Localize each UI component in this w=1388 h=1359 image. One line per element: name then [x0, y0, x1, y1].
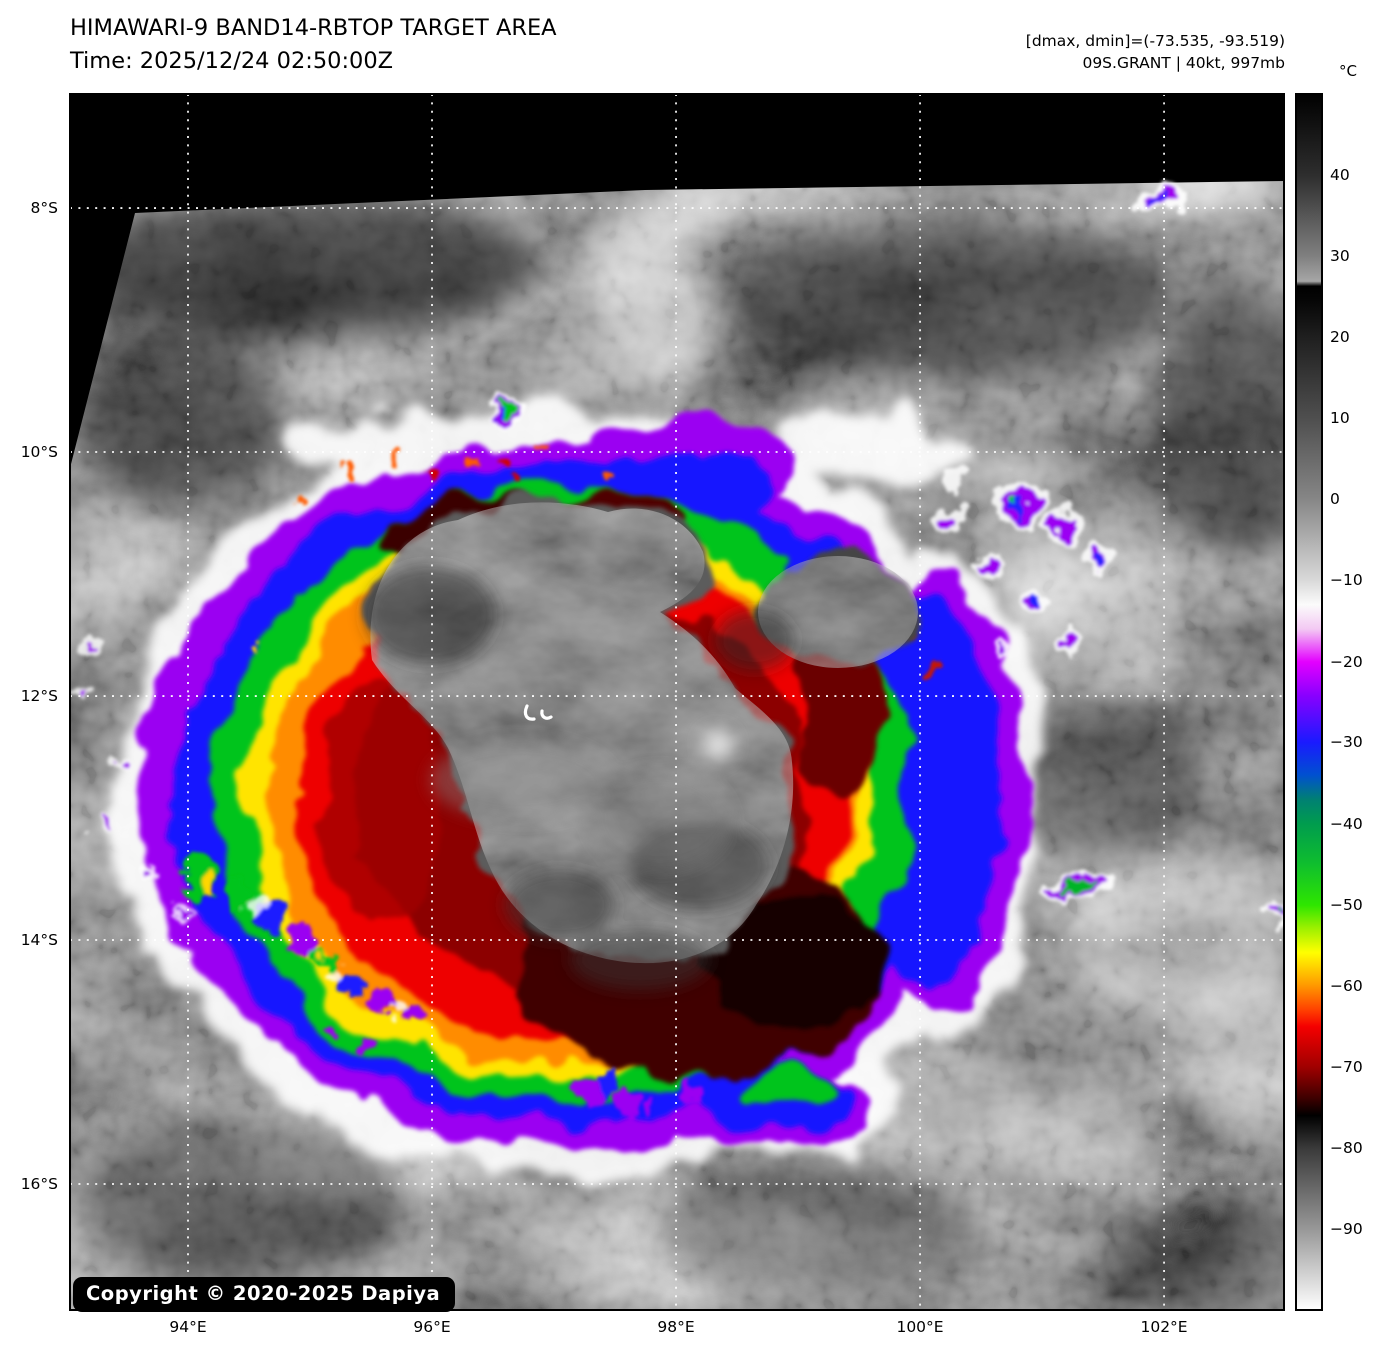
colorbar-tick-label: 10 [1330, 409, 1350, 428]
lon-tick-label: 100°E [896, 1318, 944, 1336]
lat-tick-label: 14°S [20, 930, 58, 949]
lon-tick-label: 98°E [657, 1318, 695, 1336]
colorbar-tick-label: −30 [1330, 733, 1363, 752]
gridlines [70, 94, 1284, 1310]
lat-tick-label: 10°S [20, 442, 58, 461]
colorbar-tick-label: −80 [1330, 1138, 1363, 1157]
colorbar-unit-label: °C [1339, 62, 1357, 80]
colorbar-tick-label: 0 [1330, 490, 1340, 509]
colorbar-ticks: 40 30 20 10 0 −10 −20 −30 −40 −50 −60 −70 −80 −90 [1330, 94, 1388, 1310]
lat-tick-label: 12°S [20, 687, 58, 706]
colorbar [1295, 93, 1323, 1311]
latitude-axis: 8°S 10°S 12°S 14°S 16°S [0, 94, 62, 1310]
scattered-cold-clouds [77, 188, 1284, 1113]
colorbar-gradient [1296, 94, 1322, 1310]
dmax-dmin-annotation: [dmax, dmin]=(-73.535, -93.519) [1025, 32, 1285, 50]
storm-system [117, 410, 1045, 1177]
lon-tick-label: 96°E [413, 1318, 451, 1336]
timestamp: Time: 2025/12/24 02:50:00Z [70, 48, 394, 74]
colorbar-tick-label: −90 [1330, 1219, 1363, 1238]
colorbar-tick-label: −10 [1330, 571, 1363, 590]
colorbar-tick-label: 30 [1330, 247, 1350, 266]
annotations: [dmax, dmin]=(-73.535, -93.519) 09S.GRAN… [1026, 30, 1285, 74]
page-title: HIMAWARI-9 BAND14-RBTOP TARGET AREA [70, 15, 557, 41]
copyright-badge: Copyright © 2020-2025 Dapiya [73, 1277, 456, 1312]
satellite-map [69, 93, 1285, 1311]
lat-tick-label: 16°S [20, 1175, 58, 1194]
satellite-image [70, 94, 1284, 1310]
colorbar-tick-label: −70 [1330, 1057, 1363, 1076]
colorbar-tick-label: 40 [1330, 166, 1350, 185]
longitude-axis: 94°E 96°E 98°E 100°E 102°E [70, 1318, 1284, 1348]
colorbar-tick-label: −40 [1330, 814, 1363, 833]
lon-tick-label: 102°E [1140, 1318, 1188, 1336]
colorbar-tick-label: 20 [1330, 328, 1350, 347]
storm-info-annotation: 09S.GRANT | 40kt, 997mb [1082, 54, 1285, 72]
colorbar-tick-label: −20 [1330, 652, 1363, 671]
swath-edge-mask [70, 94, 1284, 468]
colorbar-tick-label: −50 [1330, 895, 1363, 914]
coastline-marker [523, 704, 553, 721]
lon-tick-label: 94°E [169, 1318, 207, 1336]
lat-tick-label: 8°S [30, 199, 58, 218]
colorbar-tick-label: −60 [1330, 976, 1363, 995]
header: HIMAWARI-9 BAND14-RBTOP TARGET AREA Time… [70, 12, 557, 78]
